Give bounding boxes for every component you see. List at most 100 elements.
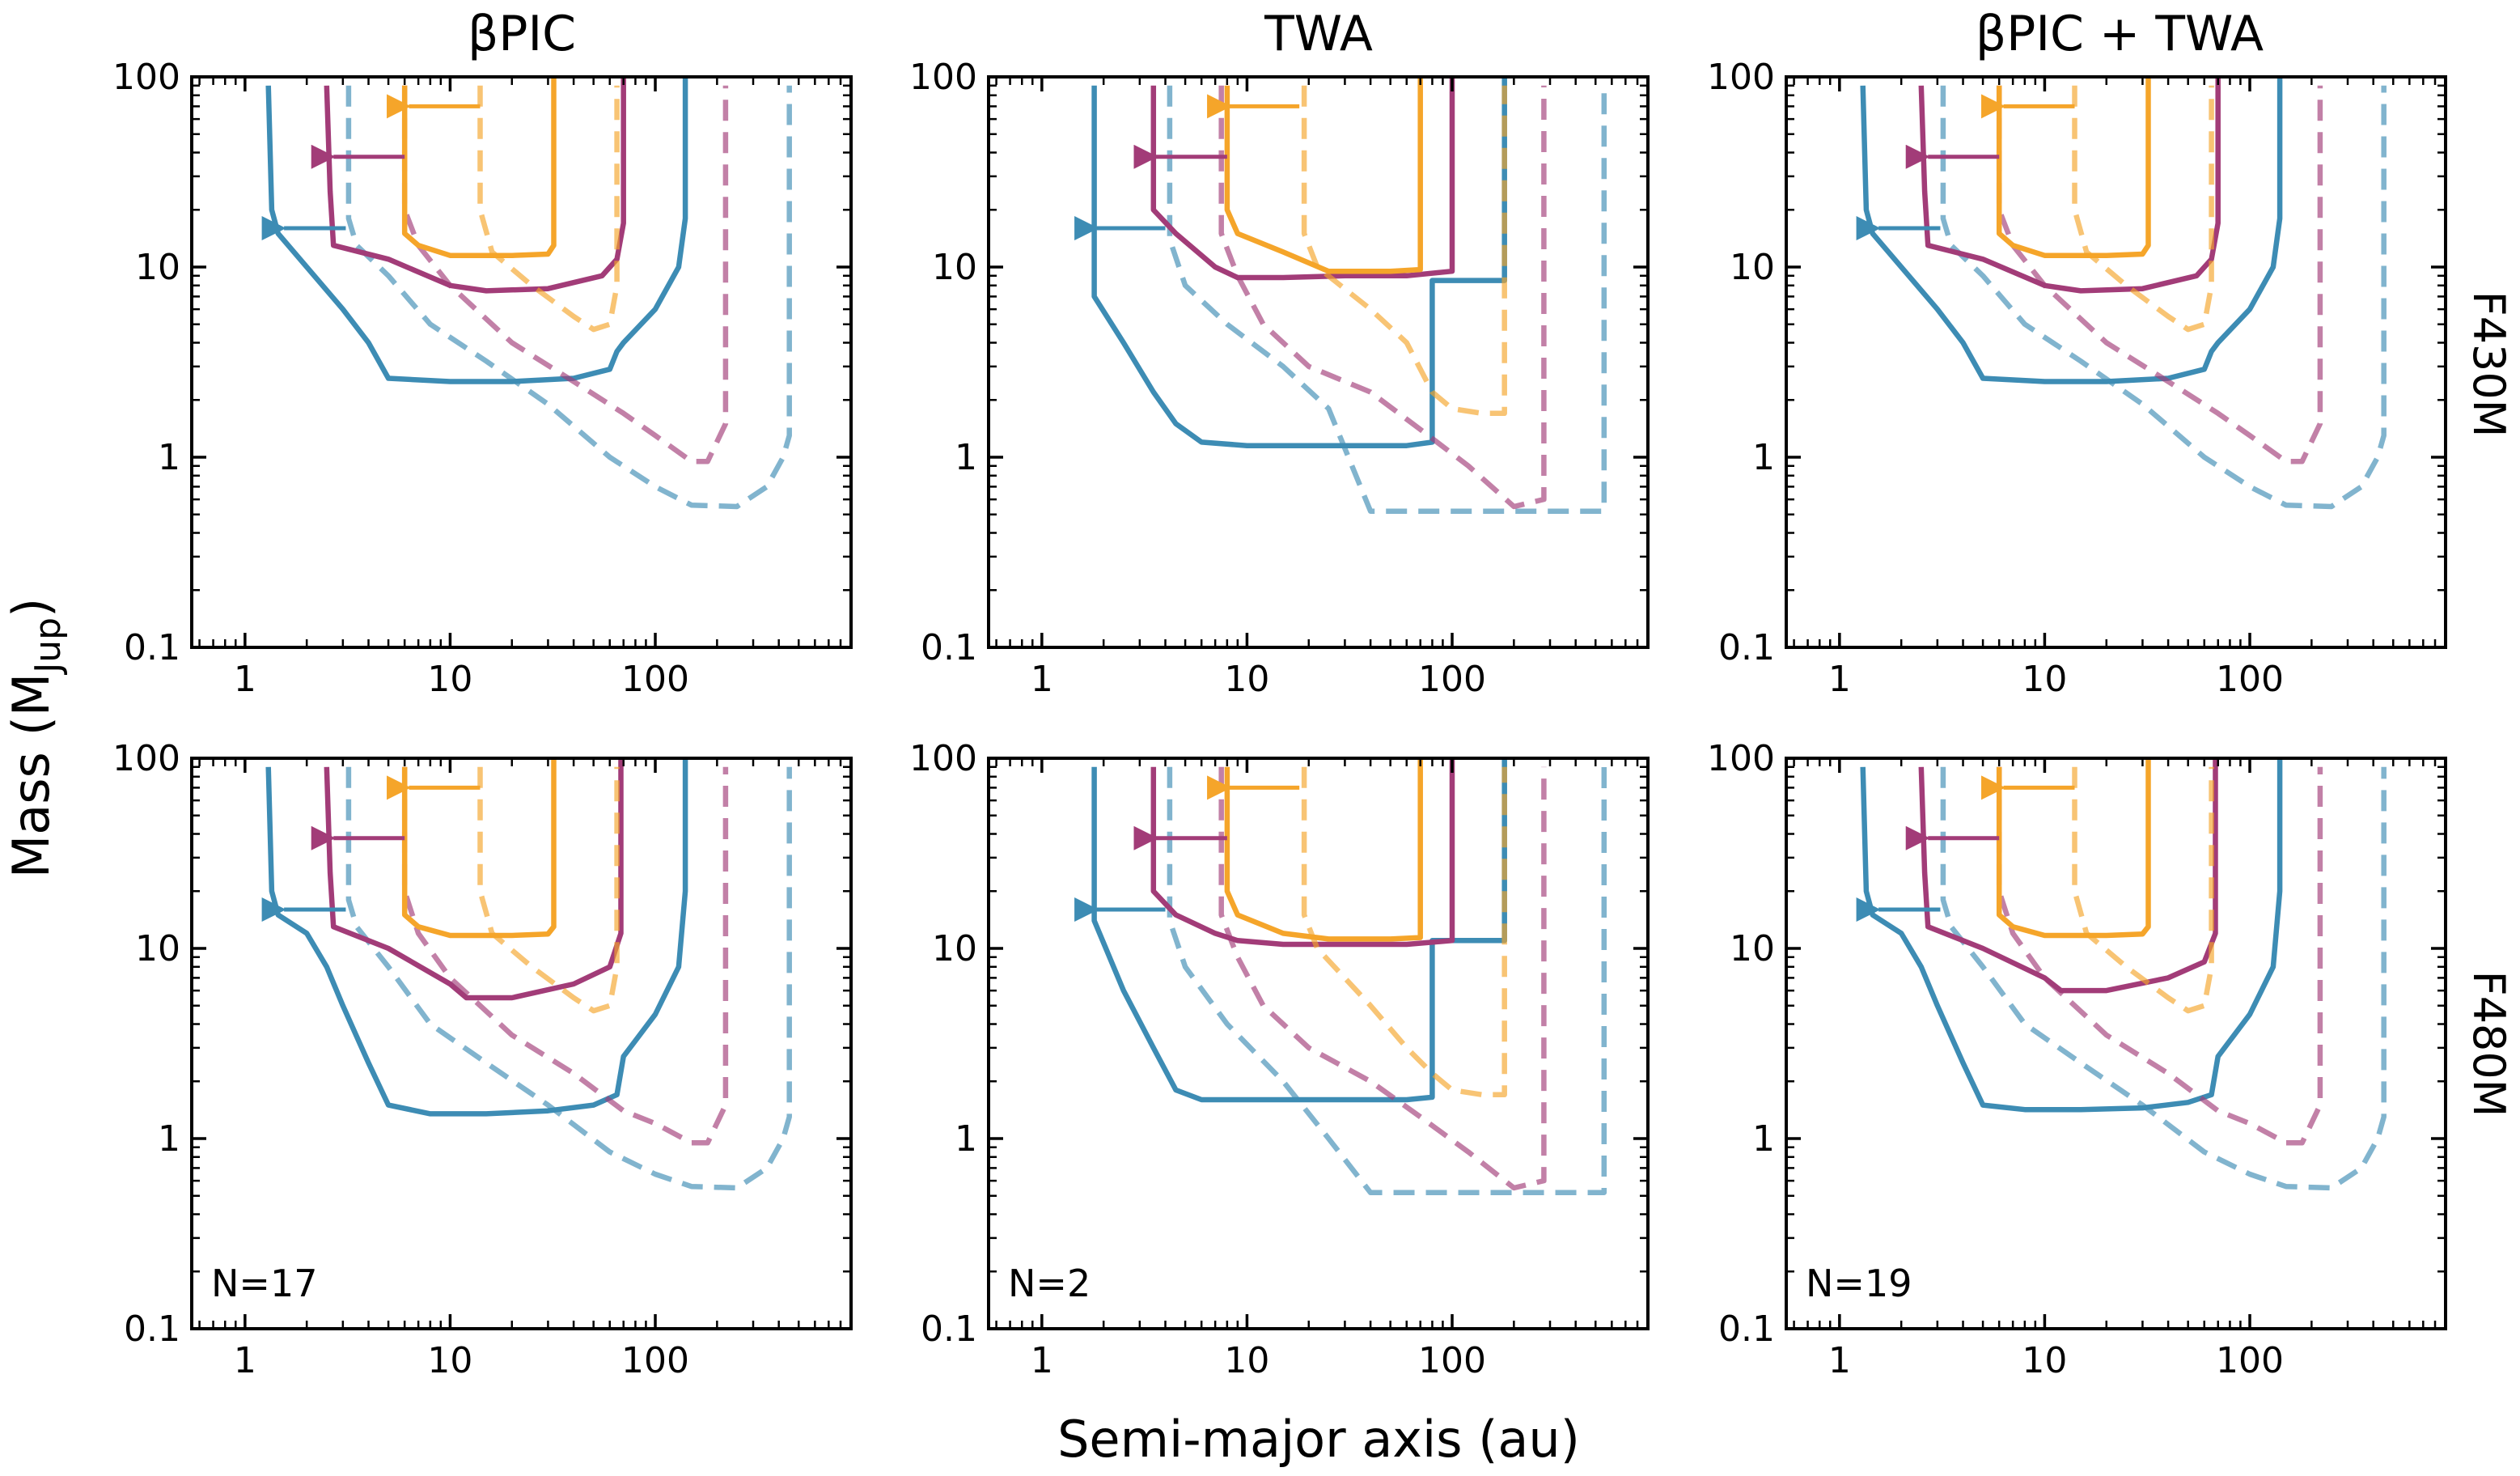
y-tick-label: 1: [955, 437, 977, 478]
y-tick-label: 0.1: [921, 627, 977, 668]
series-blue-solid: [265, 758, 688, 1117]
curves: [265, 77, 792, 510]
column-title-combined: βPIC + TWA: [1976, 6, 2264, 62]
series-purple-dashed: [1218, 85, 1547, 510]
ticks: [192, 75, 853, 649]
axes-frame: [190, 757, 853, 1330]
y-axis-label: Mass (MJup): [2, 598, 69, 878]
y-tick-label: 1: [955, 1118, 977, 1160]
y-tick-label: 0.1: [124, 627, 180, 668]
row-label-f430m: F430M: [2463, 291, 2514, 438]
panel-TWA-F480M: 1 10 100 0.1 1 10 100 N=2: [909, 738, 1650, 1381]
series-purple-solid: [324, 758, 624, 1001]
axes-frame: [1785, 75, 2447, 649]
axes-frame: [190, 75, 853, 649]
y-tick-label: 10: [1730, 928, 1775, 969]
y-tick-label: 10: [135, 247, 180, 288]
y-tick-label: 100: [909, 57, 977, 98]
y-tick-label: 0.1: [1718, 627, 1775, 668]
series-purple-solid: [1150, 77, 1455, 281]
y-tick-label: 1: [1752, 1118, 1775, 1160]
ticks: [1786, 75, 2447, 649]
curves: [1860, 758, 2387, 1191]
axes-frame: [987, 757, 1650, 1330]
series-orange-solid: [1996, 77, 2151, 258]
x-tick-label: 10: [2022, 1340, 2067, 1381]
y-tick-label: 100: [112, 738, 180, 779]
y-tick-label: 1: [158, 1118, 180, 1160]
x-tick-label: 100: [1418, 1340, 1486, 1381]
x-tick-label: 1: [234, 659, 256, 700]
sample-size-label: N=19: [1806, 1262, 1912, 1305]
y-tick-label: 10: [932, 928, 977, 969]
y-tick-label: 10: [1730, 247, 1775, 288]
y-tick-label: 10: [932, 247, 977, 288]
curves: [1091, 758, 1607, 1195]
y-tick-label: 100: [1707, 57, 1775, 98]
y-tick-label: 0.1: [124, 1308, 180, 1350]
series-orange-solid: [1224, 77, 1423, 274]
x-tick-label: 100: [621, 1340, 689, 1381]
x-tick-label: 1: [1828, 659, 1851, 700]
panel-bPIC-F480M: 1 10 100 0.1 1 10 100 N=17: [112, 738, 853, 1381]
sample-size-label: N=17: [211, 1262, 318, 1305]
ticks: [1786, 757, 2447, 1330]
series-orange-dashed: [2072, 766, 2214, 1014]
ticks: [989, 75, 1650, 649]
x-tick-label: 100: [1418, 659, 1486, 700]
series-blue-solid: [1860, 758, 2283, 1113]
curves: [1860, 77, 2387, 510]
x-tick-label: 1: [1828, 1340, 1851, 1381]
series-blue-solid: [1091, 77, 1507, 448]
series-orange-dashed: [1301, 766, 1507, 1098]
x-tick-label: 1: [1031, 659, 1053, 700]
x-tick-label: 100: [2216, 659, 2284, 700]
y-tick-label: 0.1: [921, 1308, 977, 1350]
series-orange-dashed: [477, 85, 620, 333]
series-orange-solid: [1224, 758, 1423, 942]
column-title-bpic: βPIC: [468, 6, 576, 62]
curves: [265, 758, 792, 1191]
series-purple-dashed: [1218, 766, 1547, 1191]
panel-TWA-F430M: 1 10 100 0.1 1 10 100: [909, 57, 1650, 700]
series-purple-solid: [1150, 758, 1455, 948]
y-tick-label: 1: [158, 437, 180, 478]
series-blue-dashed: [1167, 85, 1607, 514]
column-title-twa: TWA: [1264, 6, 1373, 62]
sample-size-label: N=2: [1008, 1262, 1091, 1305]
series-orange-dashed: [2072, 85, 2214, 333]
axes-frame: [1785, 757, 2447, 1330]
panel-combined-F430M: 1 10 100 0.1 1 10 100: [1707, 57, 2447, 700]
ticks: [192, 757, 853, 1330]
y-tick-label: 100: [909, 738, 977, 779]
x-tick-label: 10: [427, 659, 472, 700]
series-purple-dashed: [1996, 85, 2323, 464]
x-tick-label: 10: [2022, 659, 2067, 700]
series-purple-dashed: [401, 85, 729, 464]
x-tick-label: 1: [234, 1340, 256, 1381]
curves: [1091, 77, 1607, 514]
y-tick-label: 1: [1752, 437, 1775, 478]
row-label-f480m: F480M: [2463, 971, 2514, 1118]
series-orange-solid: [1996, 758, 2151, 939]
series-orange-solid: [401, 758, 557, 939]
ticks: [989, 757, 1650, 1330]
x-tick-label: 10: [1224, 1340, 1269, 1381]
series-orange-dashed: [477, 766, 620, 1014]
series-orange-solid: [401, 77, 557, 258]
y-tick-label: 0.1: [1718, 1308, 1775, 1350]
x-tick-label: 10: [427, 1340, 472, 1381]
series-blue-dashed: [1167, 766, 1607, 1195]
x-tick-label: 1: [1031, 1340, 1053, 1381]
panel-bPIC-F430M: 1 10 100 0.1 1 10 100: [112, 57, 853, 700]
panel-combined-F480M: 1 10 100 0.1 1 10 100 N=19: [1707, 738, 2447, 1381]
x-tick-label: 100: [2216, 1340, 2284, 1381]
y-tick-label: 100: [112, 57, 180, 98]
y-tick-label: 100: [1707, 738, 1775, 779]
axes-frame: [987, 75, 1650, 649]
series-orange-dashed: [1301, 85, 1507, 417]
series-purple-solid: [1918, 758, 2218, 994]
x-tick-label: 10: [1224, 659, 1269, 700]
